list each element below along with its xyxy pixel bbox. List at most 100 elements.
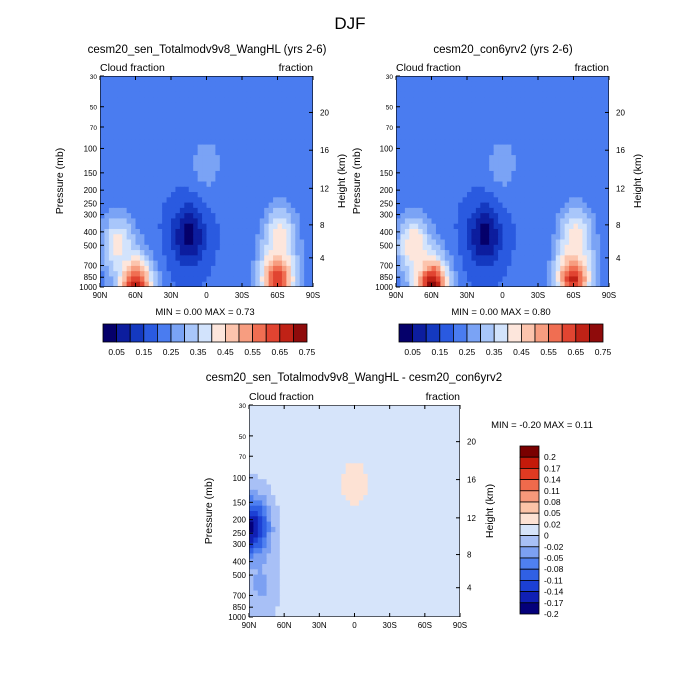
- field-cell: [304, 202, 310, 209]
- field-cell: [458, 281, 464, 287]
- field-cell: [600, 218, 606, 225]
- field-cell: [467, 250, 473, 256]
- field-cell: [564, 144, 570, 151]
- field-cell: [104, 102, 110, 109]
- field-cell: [117, 281, 123, 287]
- field-cell: [117, 244, 123, 251]
- field-cell: [206, 197, 212, 204]
- field-cell: [275, 500, 281, 507]
- field-cell: [175, 234, 181, 241]
- field-cell: [323, 463, 329, 470]
- field-cell: [438, 442, 444, 448]
- field-cell: [268, 186, 274, 193]
- field-cell: [184, 107, 190, 114]
- x-tick-label: 30S: [531, 291, 545, 300]
- field-cell: [122, 176, 128, 183]
- field-cell: [411, 415, 417, 422]
- field-cell: [148, 234, 154, 241]
- field-cell: [455, 431, 460, 438]
- field-cell: [444, 192, 450, 198]
- field-cell: [108, 144, 114, 151]
- field-cell: [569, 207, 575, 214]
- field-cell: [266, 495, 272, 501]
- field-cell: [546, 197, 552, 204]
- field-cell: [273, 223, 279, 230]
- field-cell: [455, 415, 460, 422]
- field-cell: [458, 86, 464, 93]
- field-cell: [153, 155, 159, 162]
- field-cell: [498, 276, 504, 283]
- field-cell: [475, 255, 481, 262]
- field-cell: [409, 234, 415, 241]
- field-cell: [175, 202, 181, 209]
- field-cell: [533, 223, 539, 230]
- field-cell: [210, 281, 216, 287]
- field-cell: [582, 192, 588, 198]
- field-cell: [108, 149, 114, 156]
- field-cell: [418, 134, 424, 140]
- field-cell: [433, 489, 439, 496]
- field-cell: [273, 139, 279, 146]
- field-cell: [304, 181, 310, 188]
- field-cell: [259, 81, 265, 88]
- field-cell: [175, 112, 181, 119]
- field-cell: [444, 102, 450, 109]
- field-cell: [471, 149, 477, 156]
- field-cell: [242, 239, 248, 246]
- field-cell: [409, 102, 415, 109]
- field-cell: [166, 265, 172, 272]
- field-cell: [314, 447, 320, 454]
- field-cell: [171, 102, 177, 109]
- field-cell: [242, 181, 248, 188]
- field-cell: [275, 484, 281, 491]
- field-cell: [184, 160, 190, 167]
- field-cell: [257, 452, 263, 459]
- field-cell: [538, 223, 544, 230]
- field-cell: [250, 244, 256, 251]
- field-cell: [314, 489, 320, 496]
- field-cell: [520, 160, 526, 167]
- field-cell: [210, 239, 216, 246]
- field-cell: [295, 202, 301, 209]
- field-cell: [409, 128, 415, 135]
- field-cell: [376, 447, 382, 454]
- field-cell: [249, 511, 254, 517]
- field-cell: [270, 489, 276, 496]
- field-cell: [268, 128, 274, 135]
- colorbar-box: [170, 323, 186, 343]
- field-cell: [489, 250, 495, 256]
- field-cell: [533, 218, 539, 225]
- field-cell: [286, 123, 292, 130]
- field-cell: [162, 128, 168, 135]
- field-cell: [308, 207, 313, 214]
- field-cell: [506, 265, 512, 272]
- field-cell: [467, 186, 473, 193]
- field-cell: [449, 255, 455, 262]
- field-cell: [429, 415, 435, 422]
- field-cell: [332, 468, 338, 475]
- field-cell: [249, 495, 254, 501]
- field-cell: [122, 165, 128, 172]
- field-cell: [591, 118, 597, 125]
- field-cell: [281, 265, 287, 272]
- field-cell: [148, 139, 154, 146]
- field-cell: [246, 192, 252, 198]
- field-cell: [542, 207, 548, 214]
- field-cell: [546, 102, 552, 109]
- field-cell: [219, 281, 225, 287]
- field-cell: [184, 260, 190, 267]
- field-cell: [484, 250, 490, 256]
- field-cell: [484, 228, 490, 235]
- field-cell: [139, 155, 145, 162]
- field-cell: [564, 207, 570, 214]
- field-cell: [228, 118, 234, 125]
- field-cell: [113, 281, 119, 287]
- panel-1-colorbar: 0.05 0.15 0.25 0.35 0.45 0.55 0.65 0.75: [102, 323, 316, 357]
- field-cell: [538, 276, 544, 283]
- field-cell: [202, 160, 208, 167]
- field-cell: [467, 271, 473, 278]
- field-cell: [166, 144, 172, 151]
- field-cell: [409, 213, 415, 220]
- field-cell: [268, 244, 274, 251]
- field-cell: [259, 223, 265, 230]
